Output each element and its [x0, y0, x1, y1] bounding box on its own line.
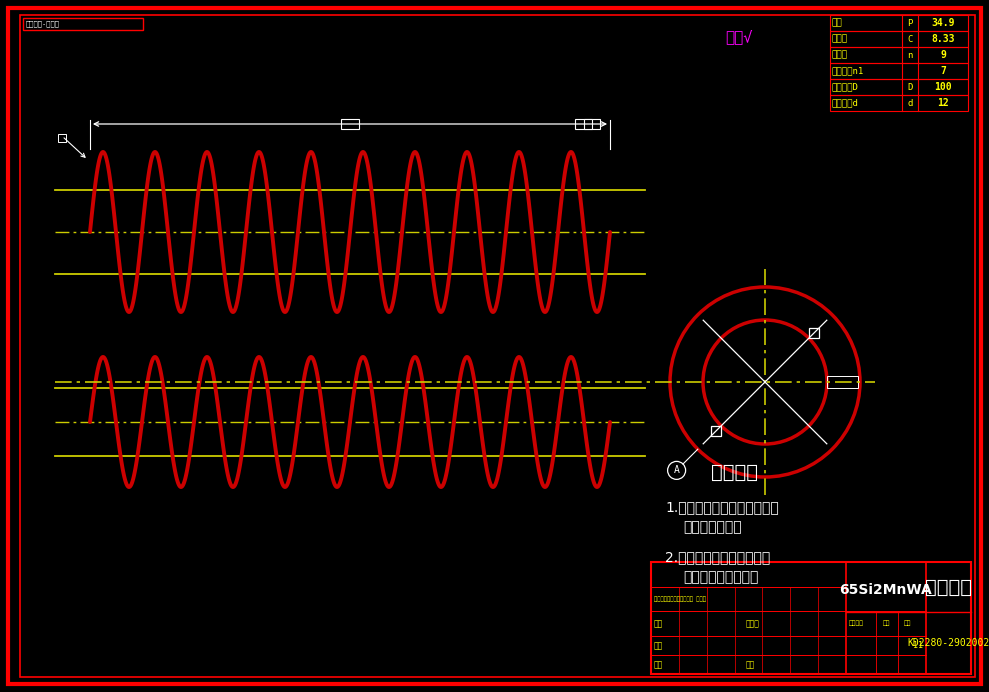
- Text: n: n: [907, 51, 913, 60]
- Polygon shape: [809, 328, 819, 338]
- Text: 65Si2MnWA: 65Si2MnWA: [840, 583, 933, 597]
- Text: 标准化: 标准化: [746, 619, 760, 628]
- Bar: [651, 562, 971, 674]
- Bar: [341, 119, 359, 129]
- Text: 100: 100: [935, 82, 951, 92]
- Text: 旋绕比: 旋绕比: [832, 35, 849, 44]
- Text: 重量: 重量: [882, 621, 890, 626]
- Text: D: D: [907, 82, 913, 91]
- Text: 34.9: 34.9: [932, 18, 954, 28]
- Text: 阶段标记: 阶段标记: [849, 621, 864, 626]
- Text: 1.弹簧制成后要经喷丸处理，: 1.弹簧制成后要经喷丸处理，: [665, 500, 778, 514]
- Text: 钢丝直径d: 钢丝直径d: [832, 98, 858, 107]
- Text: A: A: [674, 466, 679, 475]
- Bar: [830, 31, 968, 47]
- Bar: [58, 134, 66, 142]
- Text: 7: 7: [941, 66, 945, 76]
- Bar: [23, 18, 143, 30]
- Circle shape: [668, 462, 685, 480]
- Bar: [827, 376, 858, 388]
- Text: 知道编号-零件图: 知道编号-零件图: [26, 21, 60, 27]
- Text: 裂缝和伤痕等缺陷。: 裂缝和伤痕等缺陷。: [683, 570, 759, 584]
- Bar: [575, 119, 600, 129]
- Text: 总圈数: 总圈数: [832, 51, 849, 60]
- Bar: [830, 95, 968, 111]
- Text: KD2280-2902002: KD2280-2902002: [907, 638, 989, 648]
- Text: 2.弹簧表面必须光洁，没有: 2.弹簧表面必须光洁，没有: [665, 550, 770, 564]
- Bar: [830, 47, 968, 63]
- Text: 批准: 批准: [746, 661, 755, 670]
- Polygon shape: [711, 426, 721, 436]
- Text: 其余√: 其余√: [725, 30, 753, 44]
- Text: 12: 12: [938, 98, 948, 108]
- Text: 11: 11: [913, 641, 923, 650]
- Text: 审核: 审核: [654, 641, 664, 650]
- Bar: [830, 63, 968, 79]
- Bar: [830, 79, 968, 95]
- Text: 工作圈数n1: 工作圈数n1: [832, 66, 864, 75]
- Text: 标改处理签字更改文件锁定 年月日: 标改处理签字更改文件锁定 年月日: [654, 597, 706, 602]
- Text: C: C: [907, 35, 913, 44]
- Text: 技术要求: 技术要求: [711, 462, 759, 482]
- Text: P: P: [907, 19, 913, 28]
- Text: 9: 9: [941, 50, 945, 60]
- Text: 工艺: 工艺: [654, 661, 664, 670]
- Bar: [830, 15, 968, 31]
- Text: 设计: 设计: [654, 619, 664, 628]
- Text: 节距: 节距: [832, 19, 843, 28]
- Text: 8.33: 8.33: [932, 34, 954, 44]
- Text: 弹簧中径D: 弹簧中径D: [832, 82, 858, 91]
- Bar: [584, 119, 592, 129]
- Text: 螺旋弹簧: 螺旋弹簧: [925, 578, 972, 597]
- Text: 比例: 比例: [903, 621, 911, 626]
- Text: d: d: [907, 98, 913, 107]
- Text: 再涂上防锈漆。: 再涂上防锈漆。: [683, 520, 742, 534]
